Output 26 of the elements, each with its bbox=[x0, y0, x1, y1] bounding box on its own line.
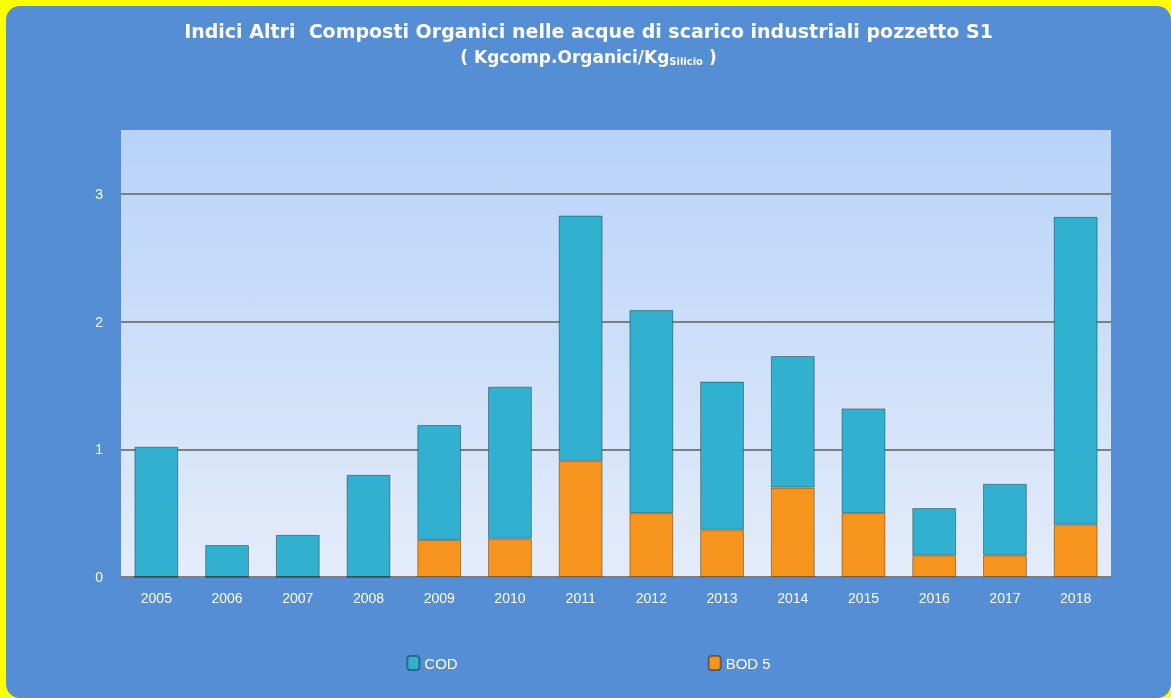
x-tick-label: 2013 bbox=[706, 590, 738, 606]
x-tick-label: 2008 bbox=[352, 590, 385, 606]
x-tick-label: 2016 bbox=[918, 590, 950, 606]
x-tick-label: 2014 bbox=[777, 590, 809, 606]
chart-title: Indici Altri Composti Organici nelle acque di scarico industriali pozzetto S1 bbox=[184, 19, 993, 42]
bar bbox=[134, 446, 179, 577]
x-tick-label: 2005 bbox=[140, 590, 173, 606]
bar bbox=[346, 474, 391, 577]
x-tick-label: 2015 bbox=[847, 590, 880, 606]
bar bbox=[205, 545, 249, 577]
x-tick-label: 2007 bbox=[282, 590, 314, 606]
x-tick-label: 2017 bbox=[989, 590, 1021, 606]
y-tick-label: 0 bbox=[95, 569, 104, 585]
y-tick-label: 2 bbox=[95, 313, 104, 330]
chart-subtitle: ( Kgcomp.Organici/KgSilicio ) bbox=[460, 47, 717, 67]
x-tick-label: 2012 bbox=[635, 590, 668, 606]
x-tick-label: 2009 bbox=[423, 590, 455, 606]
x-tick-label: 2011 bbox=[565, 590, 596, 606]
legend-label: BOD 5 bbox=[725, 654, 771, 672]
y-tick-label: 1 bbox=[95, 441, 104, 458]
bar bbox=[275, 534, 320, 577]
y-tick-label: 3 bbox=[95, 185, 104, 202]
x-tick-label: 2006 bbox=[211, 590, 243, 606]
legend-label: COD bbox=[424, 654, 458, 672]
x-tick-label: 2018 bbox=[1060, 590, 1092, 606]
x-tick-label: 2010 bbox=[494, 590, 526, 606]
